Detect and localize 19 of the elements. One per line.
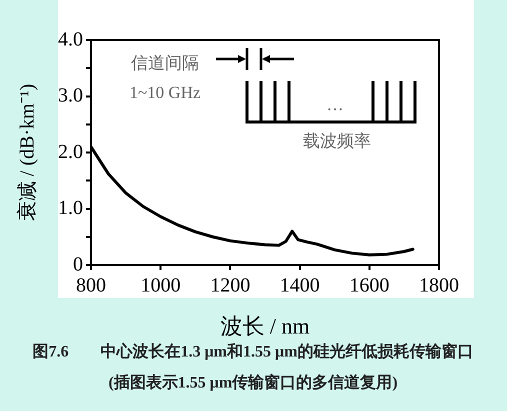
annotation: 信道间隔 — [131, 52, 199, 74]
y-axis-title: 衰减 / (dB·km⁻¹) — [16, 84, 38, 222]
x-tick-label: 1000 — [140, 274, 181, 296]
annotation: … — [326, 95, 344, 115]
y-tick-label: 1.0 — [58, 197, 83, 219]
y-tick-label: 4.0 — [58, 28, 83, 50]
y-tick-label: 3.0 — [58, 84, 83, 106]
x-tick-label: 1800 — [419, 274, 459, 296]
y-tick-label: 2.0 — [58, 140, 83, 163]
y-tick-label: 0 — [73, 253, 83, 276]
caption: 图7.6 中心波长在1.3 μm和1.55 μm的硅光纤低损耗传输窗口 — [32, 342, 474, 362]
x-tick-label: 1400 — [280, 274, 320, 296]
x-tick-label: 1600 — [349, 274, 390, 296]
annotation: 载波频率 — [303, 130, 371, 152]
x-tick-label: 1200 — [210, 274, 250, 296]
x-axis-title: 波长 / nm — [220, 314, 310, 339]
annotation: 1~10 GHz — [129, 83, 201, 103]
x-tick-label: 800 — [76, 274, 106, 296]
text: (插图表示1.55 μm传输窗口的多信道复用) — [108, 372, 398, 394]
